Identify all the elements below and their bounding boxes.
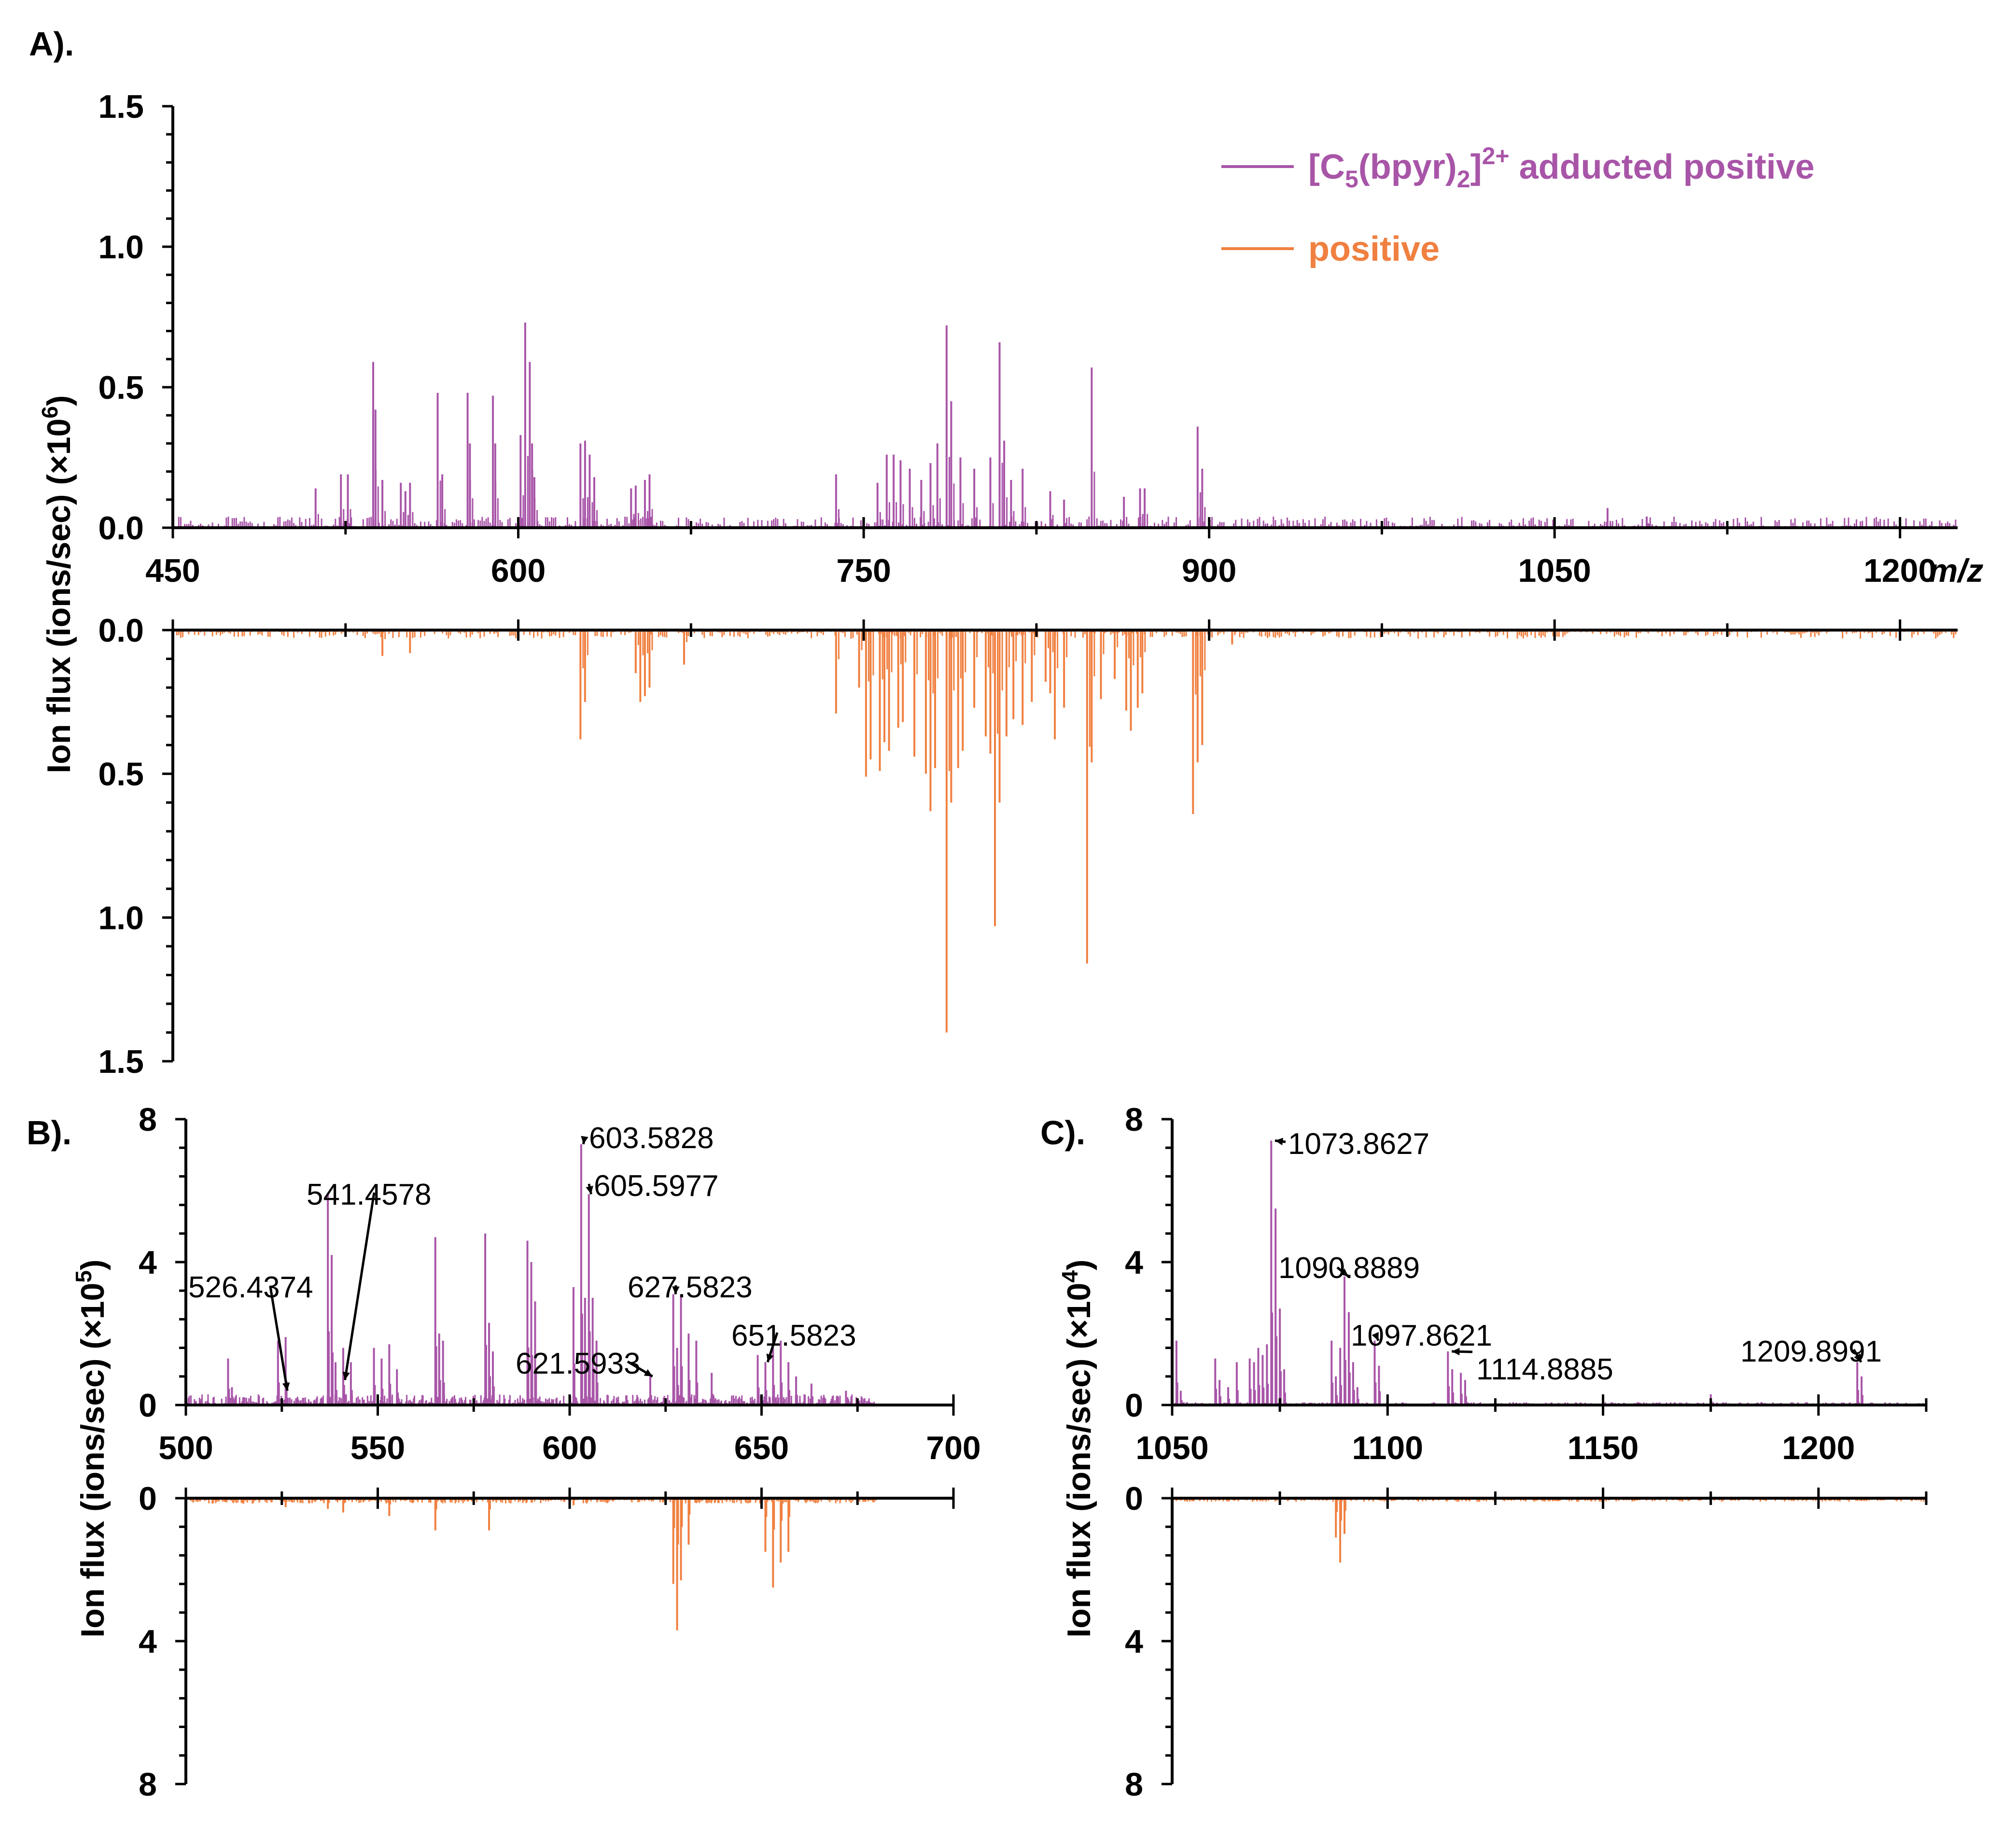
y-tick-label: 0.5 <box>98 369 144 406</box>
x-tick-label: 500 <box>158 1430 213 1466</box>
x-tick-label: 450 <box>145 552 200 589</box>
annotation-arrowhead <box>586 1185 593 1195</box>
y-tick-label: 0.0 <box>98 510 144 547</box>
annotation-arrowhead <box>766 1353 774 1363</box>
x-tick-label: 1200 <box>1863 552 1936 589</box>
peak-annotation: 605.5977 <box>594 1169 719 1203</box>
y-tick-label: 4 <box>139 1244 157 1281</box>
peak-annotation: 603.5828 <box>589 1122 714 1155</box>
legend-entry: [C5(bpyr)2]2+ adducted positive <box>1308 142 1815 193</box>
annotation-arrow <box>344 1192 376 1380</box>
x-tick-label: 550 <box>350 1430 405 1466</box>
y-tick-label: 0 <box>139 1480 157 1517</box>
legend: [C5(bpyr)2]2+ adducted positive positive <box>1221 142 1815 268</box>
y-tick-label: 1.5 <box>98 88 144 125</box>
x-tick-label: 600 <box>491 552 546 589</box>
peak-annotation: 621.5933 <box>516 1347 641 1380</box>
annotation-arrowhead <box>581 1136 588 1144</box>
y-tick-label: 1.0 <box>98 229 144 266</box>
panel-c-label: C). <box>1040 1114 1085 1152</box>
y-tick-label: 4 <box>139 1623 157 1660</box>
annotation-arrowhead <box>282 1382 290 1391</box>
x-tick-label: 1050 <box>1518 552 1591 589</box>
x-tick-label: 700 <box>926 1430 980 1466</box>
x-tick-label: 650 <box>734 1430 789 1466</box>
series-adducted <box>172 323 1959 528</box>
legend-entry: positive <box>1308 230 1440 268</box>
y-tick-label: 0 <box>139 1387 157 1424</box>
y-tick-label: 1.5 <box>98 1043 144 1080</box>
x-tick-label: 750 <box>836 552 891 589</box>
peak-annotation: 651.5823 <box>731 1319 856 1352</box>
annotation-arrowhead <box>672 1286 680 1294</box>
annotation-arrow <box>269 1286 289 1391</box>
peak-annotation: 526.4374 <box>188 1271 313 1304</box>
x-tick-label: 900 <box>1182 552 1236 589</box>
series-adducted <box>185 1144 878 1405</box>
panel-b-label: B). <box>27 1114 71 1152</box>
series-positive <box>172 630 1959 1033</box>
y-axis-label: Ion flux (ions/sec) (×105) <box>71 1259 111 1637</box>
series-positive <box>1171 1498 1927 1563</box>
panel-b-chart: 500 550 600 650 700 0 4 8 0 4 8 Ion flux (ions/sec)… <box>71 1101 981 1803</box>
y-tick-label: 0.5 <box>98 756 144 793</box>
peak-annotation: 541.4578 <box>307 1178 432 1211</box>
peak-annotation: 627.5823 <box>628 1271 753 1304</box>
panel-a-label: A). <box>29 25 74 63</box>
annotation-arrowhead <box>644 1369 653 1377</box>
y-tick-label: 8 <box>139 1101 157 1138</box>
y-tick-label: 8 <box>139 1766 157 1803</box>
x-axis-label: m/z <box>1929 552 1983 589</box>
x-tick-label: 600 <box>542 1430 597 1466</box>
series-positive <box>185 1498 878 1630</box>
y-tick-label: 0.0 <box>98 612 144 649</box>
annotation-arrowhead <box>342 1371 350 1380</box>
y-axis-label: Ion flux (ions/sec) (×106) <box>37 395 77 773</box>
y-tick-label: 1.0 <box>98 899 144 936</box>
